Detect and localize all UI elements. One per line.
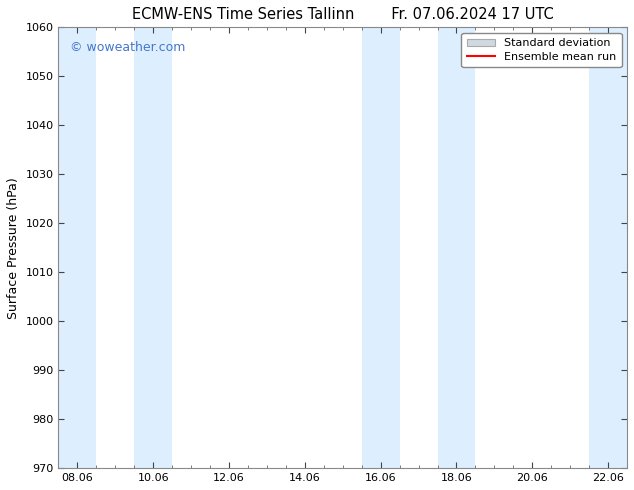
Text: © woweather.com: © woweather.com [70,41,185,53]
Y-axis label: Surface Pressure (hPa): Surface Pressure (hPa) [7,177,20,318]
Title: ECMW-ENS Time Series Tallinn        Fr. 07.06.2024 17 UTC: ECMW-ENS Time Series Tallinn Fr. 07.06.2… [132,7,553,22]
Bar [437,27,476,468]
Legend: Standard deviation, Ensemble mean run: Standard deviation, Ensemble mean run [462,33,621,67]
Bar [589,27,627,468]
Bar [362,27,399,468]
Bar [58,27,96,468]
Bar [134,27,172,468]
